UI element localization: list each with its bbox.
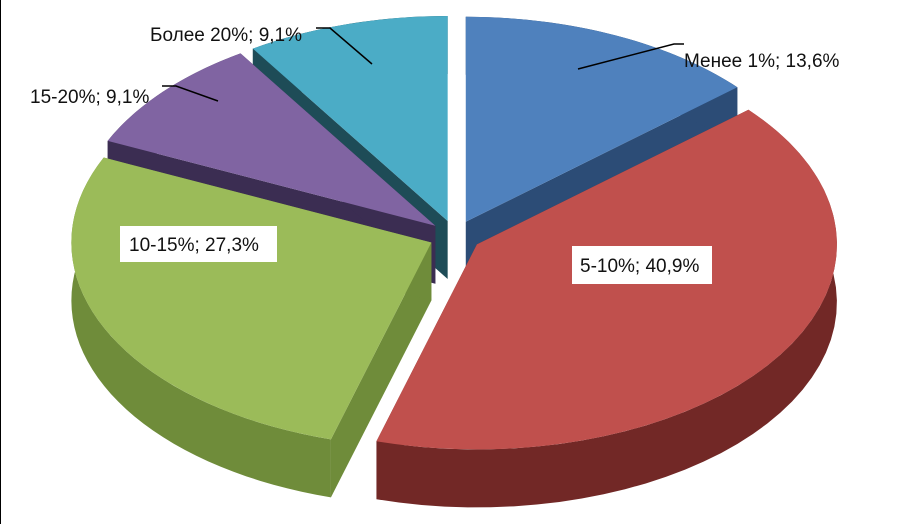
pie-slice-0 [465,16,738,222]
slice-wall [330,242,432,498]
label-10-15pct: 10-15%; 27,3% [129,235,259,256]
leader-15-20pct [162,85,219,102]
slice-outer-wall [71,157,331,498]
pie-slice-4 [252,16,448,222]
label-less-1pct: Менее 1%; 13,6% [684,51,840,72]
leader-more-20pct [316,27,373,65]
label-15-20pct: 15-20%; 9,1% [30,87,149,108]
leader-less-1pct [577,43,684,70]
label-box-5-10pct: 5-10%; 40,9% [572,246,712,284]
label-box-bg [120,226,277,262]
leader-lines [162,27,684,102]
slice-outer-wall [376,109,837,508]
label-box-10-15pct: 10-15%; 27,3% [120,226,277,262]
data-labels: Менее 1%; 13,6% 5-10%; 40,9% 10-15%; 27,… [30,25,840,284]
label-box-bg [572,246,712,284]
pie-slice-3 [107,53,436,226]
label-more-20pct: Более 20%; 9,1% [150,25,302,46]
label-5-10pct: 5-10%; 40,9% [580,256,699,277]
